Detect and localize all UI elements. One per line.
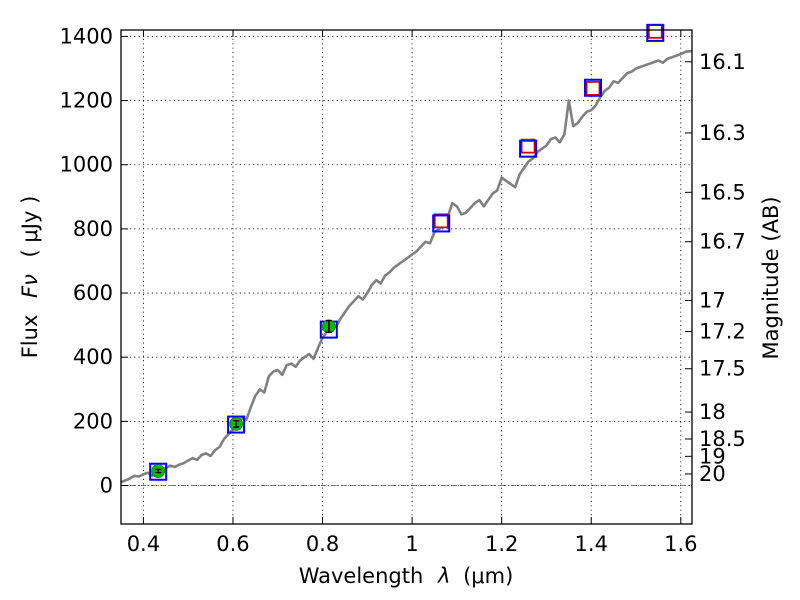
upper-limit-marker xyxy=(520,138,536,154)
magnitude-tick-label: 18 xyxy=(699,400,726,424)
x-tick-label: 0.8 xyxy=(306,532,339,556)
plot-frame xyxy=(120,29,693,525)
x-tick-label: 1.4 xyxy=(575,532,608,556)
y-tick-label: 1400 xyxy=(60,24,113,48)
x-tick-label: 1 xyxy=(405,532,418,556)
magnitude-tick-label: 17 xyxy=(699,288,726,312)
upper-limit-marker xyxy=(585,80,601,96)
magnitude-tick-label: 16.5 xyxy=(699,180,746,204)
magnitude-tick-label: 16.3 xyxy=(699,121,746,145)
plot-background xyxy=(121,30,692,524)
grid-layer xyxy=(121,30,692,524)
x-tick-label: 1.2 xyxy=(485,532,518,556)
y-tick-label: 1000 xyxy=(60,153,113,177)
x-axis-label: Wavelength xyxy=(299,564,424,588)
y-axis-symbol: Fν xyxy=(18,274,42,298)
y-axis-unit: ( μJy ) xyxy=(18,196,42,258)
x-axis: 0.4 0.6 0.8 1 1.2 1.4 1.6 xyxy=(127,30,698,556)
y-tick-label: 800 xyxy=(73,217,113,241)
magnitude-tick-label: 16.7 xyxy=(699,230,746,254)
y-tick-label: 0 xyxy=(100,474,113,498)
x-axis-title: Wavelength λ (μm) xyxy=(299,564,514,588)
x-tick-label: 0.4 xyxy=(127,532,160,556)
model-photometry-marker xyxy=(227,415,246,434)
magnitude-tick-label: 16.1 xyxy=(699,50,746,74)
x-axis-unit: (μm) xyxy=(463,564,513,588)
magnitude-tick-label: 19 xyxy=(699,444,726,468)
model-photometry-marker xyxy=(149,462,168,481)
model-photometry-marker xyxy=(519,139,538,158)
model-photometry-marker xyxy=(646,23,665,42)
y-axis-title: Flux Fν ( μJy ) xyxy=(18,196,42,359)
y-tick-label: 200 xyxy=(73,409,113,433)
x-tick-label: 0.6 xyxy=(216,532,249,556)
y-axis-label: Flux xyxy=(18,315,42,359)
x-tick-label: 1.6 xyxy=(664,532,697,556)
x-axis-symbol: λ xyxy=(437,564,450,588)
y-tick-label: 600 xyxy=(73,281,113,305)
model-photometry-marker xyxy=(584,78,603,97)
spectrum-line xyxy=(120,49,693,484)
upper-limit-marker xyxy=(647,23,663,39)
magnitude-tick-label: 17.2 xyxy=(699,320,746,344)
series-layer xyxy=(120,23,693,484)
upper-limit-marker xyxy=(433,213,449,229)
y-axis: 0 200 400 600 800 1000 1200 1400 xyxy=(60,24,128,498)
magnitude-tick-label: 17.5 xyxy=(699,357,746,381)
magnitude-tick-label: 18.5 xyxy=(699,427,746,451)
y-tick-label: 1200 xyxy=(60,89,113,113)
right-axis-title: Magnitude (AB) xyxy=(759,196,783,359)
magnitude-tick-label: 20 xyxy=(699,462,726,486)
model-photometry-marker xyxy=(432,214,451,233)
y-tick-label: 400 xyxy=(73,345,113,369)
